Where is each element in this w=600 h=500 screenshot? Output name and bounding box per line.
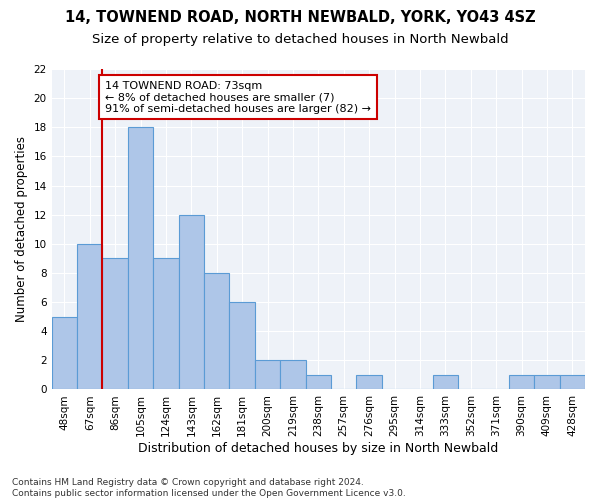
Text: Size of property relative to detached houses in North Newbald: Size of property relative to detached ho… <box>92 32 508 46</box>
Bar <box>534 375 560 390</box>
Text: Contains HM Land Registry data © Crown copyright and database right 2024.
Contai: Contains HM Land Registry data © Crown c… <box>12 478 406 498</box>
X-axis label: Distribution of detached houses by size in North Newbald: Distribution of detached houses by size … <box>138 442 499 455</box>
Bar <box>128 128 153 390</box>
Bar <box>103 258 128 390</box>
Bar <box>229 302 255 390</box>
Text: 14 TOWNEND ROAD: 73sqm
← 8% of detached houses are smaller (7)
91% of semi-detac: 14 TOWNEND ROAD: 73sqm ← 8% of detached … <box>105 80 371 114</box>
Bar <box>153 258 179 390</box>
Bar <box>305 375 331 390</box>
Bar <box>255 360 280 390</box>
Y-axis label: Number of detached properties: Number of detached properties <box>15 136 28 322</box>
Bar <box>52 316 77 390</box>
Bar <box>77 244 103 390</box>
Text: 14, TOWNEND ROAD, NORTH NEWBALD, YORK, YO43 4SZ: 14, TOWNEND ROAD, NORTH NEWBALD, YORK, Y… <box>65 10 535 25</box>
Bar <box>280 360 305 390</box>
Bar <box>179 214 204 390</box>
Bar <box>433 375 458 390</box>
Bar <box>356 375 382 390</box>
Bar <box>509 375 534 390</box>
Bar <box>560 375 585 390</box>
Bar <box>204 273 229 390</box>
